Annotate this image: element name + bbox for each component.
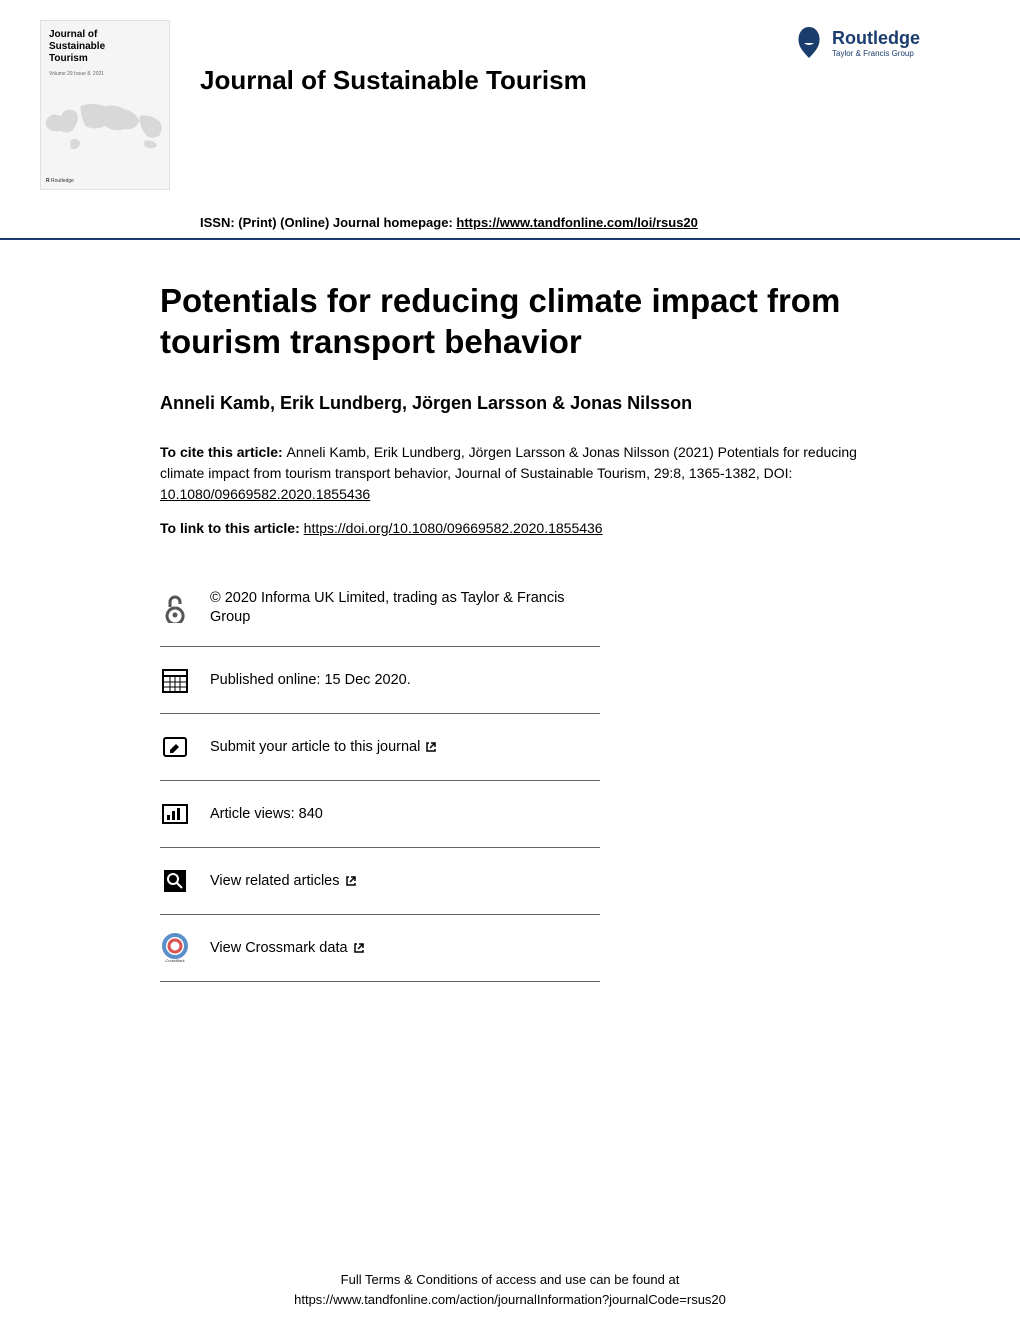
main-content: Potentials for reducing climate impact f… xyxy=(0,240,1020,982)
link-block: To link to this article: https://doi.org… xyxy=(160,520,890,536)
header: Journal of Sustainable Tourism Volume 29… xyxy=(0,0,1020,200)
journal-name: Journal of Sustainable Tourism xyxy=(200,65,587,96)
meta-row-views: Article views: 840 xyxy=(160,781,600,848)
related-link-text: View related articles xyxy=(210,873,340,889)
calendar-icon xyxy=(160,665,190,695)
meta-row-published: Published online: 15 Dec 2020. xyxy=(160,647,600,714)
article-authors: Anneli Kamb, Erik Lundberg, Jörgen Larss… xyxy=(160,393,890,414)
crossmark-link-text: View Crossmark data xyxy=(210,940,348,956)
submit-icon xyxy=(160,732,190,762)
doi-link[interactable]: https://doi.org/10.1080/09669582.2020.18… xyxy=(304,520,603,536)
external-link-icon xyxy=(353,942,365,954)
journal-cover-thumbnail: Journal of Sustainable Tourism Volume 29… xyxy=(40,20,170,190)
submit-link[interactable]: Submit your article to this journal xyxy=(210,739,437,755)
issn-prefix: ISSN: (Print) (Online) Journal homepage: xyxy=(200,215,456,230)
publisher-text: Routledge Taylor & Francis Group xyxy=(832,28,920,58)
external-link-icon xyxy=(345,875,357,887)
published-date-text: Published online: 15 Dec 2020. xyxy=(210,672,411,688)
views-icon xyxy=(160,799,190,829)
metadata-list: © 2020 Informa UK Limited, trading as Ta… xyxy=(160,571,600,982)
crossmark-icon: CrossMark xyxy=(160,933,190,963)
citation-block: To cite this article: Anneli Kamb, Erik … xyxy=(160,442,890,505)
crossmark-link[interactable]: View Crossmark data xyxy=(210,940,365,956)
meta-row-related[interactable]: View related articles xyxy=(160,848,600,915)
license-text: © 2020 Informa UK Limited, trading as Ta… xyxy=(210,589,600,628)
link-label: To link to this article: xyxy=(160,520,304,536)
publisher-name: Routledge xyxy=(832,28,920,49)
cite-label: To cite this article: xyxy=(160,444,287,460)
publisher-logo: Routledge Taylor & Francis Group xyxy=(794,25,920,60)
routledge-head-icon xyxy=(794,25,824,60)
article-title: Potentials for reducing climate impact f… xyxy=(160,280,890,363)
cover-publisher: R Routledge xyxy=(46,178,74,184)
svg-text:CrossMark: CrossMark xyxy=(165,958,184,963)
cover-volume-info: Volume 29 Issue 8, 2021 xyxy=(49,71,104,77)
meta-row-crossmark[interactable]: CrossMark View Crossmark data xyxy=(160,915,600,982)
publisher-group: Taylor & Francis Group xyxy=(832,49,920,58)
cover-title: Journal of Sustainable Tourism xyxy=(49,29,105,65)
footer-link[interactable]: https://www.tandfonline.com/action/journ… xyxy=(0,1290,1020,1310)
submit-link-text: Submit your article to this journal xyxy=(210,739,420,755)
cite-doi: 10.1080/09669582.2020.1855436 xyxy=(160,486,370,502)
open-access-icon xyxy=(160,593,190,623)
world-map-icon xyxy=(41,91,169,161)
related-link[interactable]: View related articles xyxy=(210,873,357,889)
related-icon xyxy=(160,866,190,896)
external-link-icon xyxy=(425,741,437,753)
footer: Full Terms & Conditions of access and us… xyxy=(0,1270,1020,1309)
issn-homepage-line: ISSN: (Print) (Online) Journal homepage:… xyxy=(0,200,1020,240)
footer-line1: Full Terms & Conditions of access and us… xyxy=(0,1270,1020,1290)
views-text: Article views: 840 xyxy=(210,806,323,822)
journal-homepage-link[interactable]: https://www.tandfonline.com/loi/rsus20 xyxy=(456,215,697,230)
meta-row-submit[interactable]: Submit your article to this journal xyxy=(160,714,600,781)
meta-row-license: © 2020 Informa UK Limited, trading as Ta… xyxy=(160,571,600,647)
